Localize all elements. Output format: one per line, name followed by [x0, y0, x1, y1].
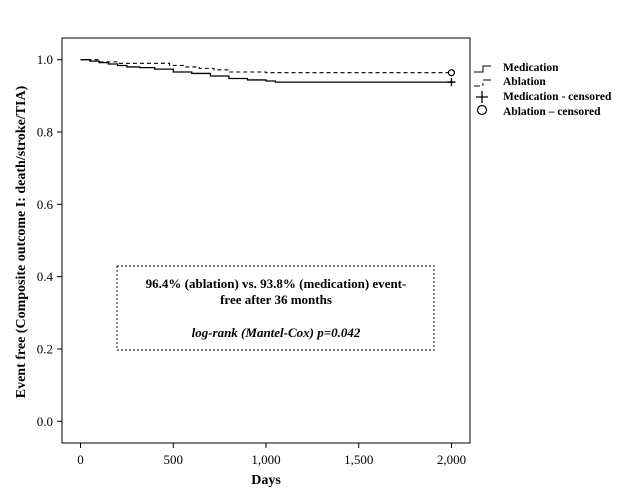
y-tick-label: 1.0: [37, 52, 53, 67]
y-tick-label: 0.8: [37, 125, 53, 140]
x-tick-label: 2,000: [437, 452, 466, 467]
plot-area: [61, 37, 471, 444]
legend-symbol-circle: [476, 104, 488, 116]
legend-label-ablation-censored: Ablation – censored: [503, 106, 601, 118]
annotation-line-1: 96.4% (ablation) vs. 93.8% (medication) …: [146, 276, 407, 291]
legend-symbol-step-solid: [474, 65, 491, 73]
series-line-ablation: [80, 59, 452, 74]
y-tick-label: 0.2: [37, 341, 53, 356]
x-tick-label: 1,000: [251, 452, 280, 467]
legend: Medication Ablation Medication - censore…: [474, 62, 612, 118]
annotation-line-3: log-rank (Mantel-Cox) p=0.042: [192, 325, 361, 340]
x-axis-title: Days: [251, 473, 281, 488]
censor-marker-ablation: [447, 69, 456, 77]
series-layer: [80, 59, 452, 83]
censor-layer: [447, 69, 456, 87]
censor-marker-medication: [447, 78, 456, 87]
y-tick-label: 0.0: [37, 414, 53, 429]
x-tick-label: 0: [77, 452, 84, 467]
legend-item-medication-censored: Medication - censored: [476, 91, 612, 103]
legend-label-ablation: Ablation: [503, 76, 546, 88]
y-axis-title: Event free (Composite outcome I: death/s…: [14, 85, 29, 398]
x-tick-label: 1,500: [344, 452, 373, 467]
legend-item-ablation: Ablation: [474, 76, 546, 88]
annotation-box: 96.4% (ablation) vs. 93.8% (medication) …: [116, 265, 435, 351]
annotation-line-2: free after 36 months: [220, 292, 332, 307]
y-axis: 0.0 0.2 0.4 0.6 0.8 1.0: [37, 52, 62, 429]
legend-label-medication-censored: Medication - censored: [503, 91, 612, 103]
y-tick-label: 0.6: [37, 197, 54, 212]
legend-symbol-plus: [476, 91, 488, 103]
legend-label-medication: Medication: [503, 62, 559, 74]
legend-symbol-step-dashed: [474, 79, 491, 87]
y-tick-label: 0.4: [37, 269, 54, 284]
series-line-medication: [80, 59, 452, 83]
x-axis: 0 500 1,000 1,500 2,000: [77, 443, 466, 467]
annotation-frame: [116, 265, 435, 351]
legend-item-ablation-censored: Ablation – censored: [476, 104, 601, 118]
x-tick-label: 500: [164, 452, 184, 467]
legend-item-medication: Medication: [474, 62, 559, 74]
